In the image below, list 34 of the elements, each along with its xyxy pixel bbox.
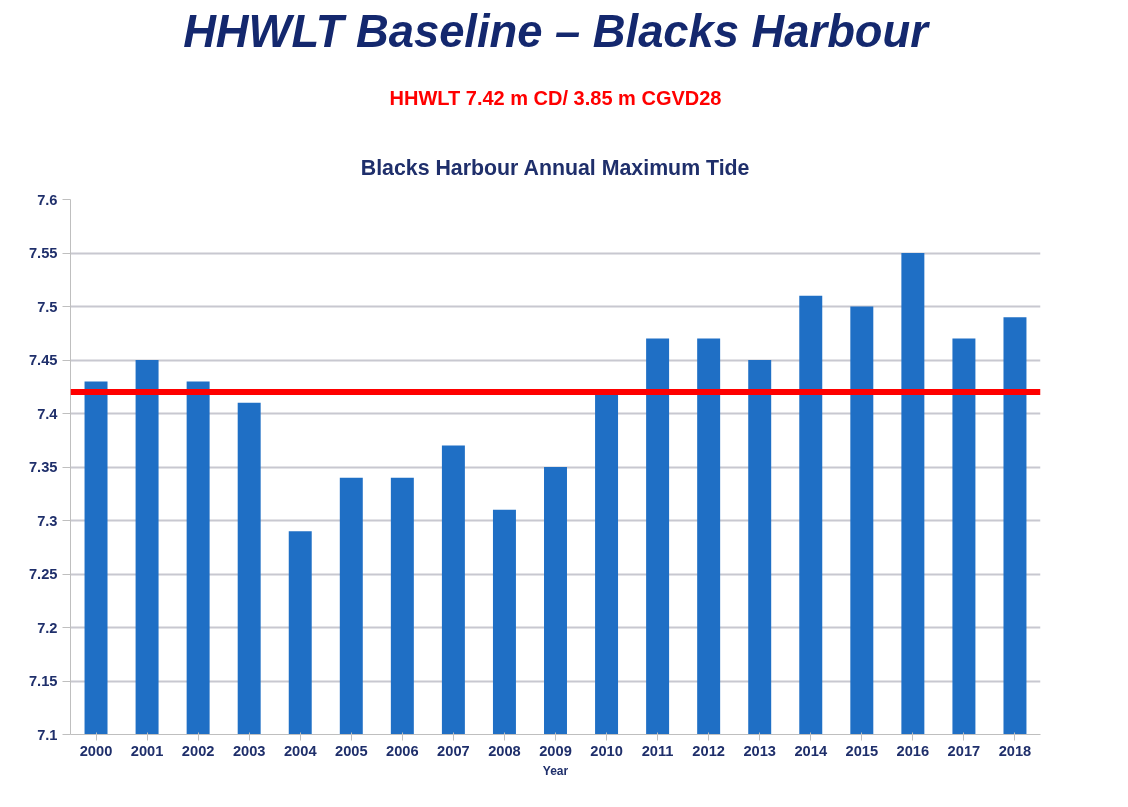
x-tick-label: 2007	[437, 742, 470, 759]
x-tick-label: 2000	[79, 742, 113, 759]
x-tick-label: 2005	[334, 742, 368, 759]
x-tick-label: 2003	[232, 742, 266, 759]
y-tick-label: 7.6	[37, 191, 58, 208]
x-tick-label: 2011	[641, 742, 674, 759]
y-tick-label: 7.2	[37, 619, 58, 636]
y-tick-label: 7.25	[28, 566, 58, 582]
x-tick-label: 2010	[590, 742, 623, 759]
x-tick-label: 2001	[130, 742, 164, 759]
x-axis-title: Year	[542, 763, 569, 778]
x-tick-label: 2006	[386, 742, 419, 759]
x-tick-label: 2014	[794, 742, 828, 759]
x-tick-label: 2012	[692, 742, 725, 759]
chart-subtitle: Blacks Harbour Annual Maximum Tide	[360, 155, 750, 180]
x-tick-label: 2002	[181, 742, 215, 759]
y-tick-label: 7.55	[28, 245, 58, 261]
y-tick-label: 7.1	[37, 726, 58, 743]
x-tick-label: 2017	[947, 742, 981, 759]
y-tick-label: 7.35	[28, 459, 58, 475]
x-tick-label: 2015	[845, 742, 879, 759]
chart-title: HHWLT Baseline – Blacks Harbour	[183, 5, 931, 57]
x-tick-label: 2016	[896, 742, 930, 759]
y-tick-label: 7.5	[37, 298, 58, 315]
y-tick-label: 7.4	[37, 405, 59, 422]
y-tick-label: 7.15	[28, 673, 58, 689]
x-tick-label: 2009	[539, 742, 572, 759]
ref-line-label: HHWLT 7.42 m CD/ 3.85 m CGVD28	[389, 86, 722, 109]
y-tick-label: 7.45	[28, 352, 58, 368]
y-tick-label: 7.3	[37, 512, 58, 529]
x-tick-label: 2013	[743, 742, 777, 759]
x-tick-label: 2004	[283, 742, 318, 759]
x-tick-label: 2008	[488, 742, 521, 759]
x-tick-label: 2018	[998, 742, 1032, 759]
